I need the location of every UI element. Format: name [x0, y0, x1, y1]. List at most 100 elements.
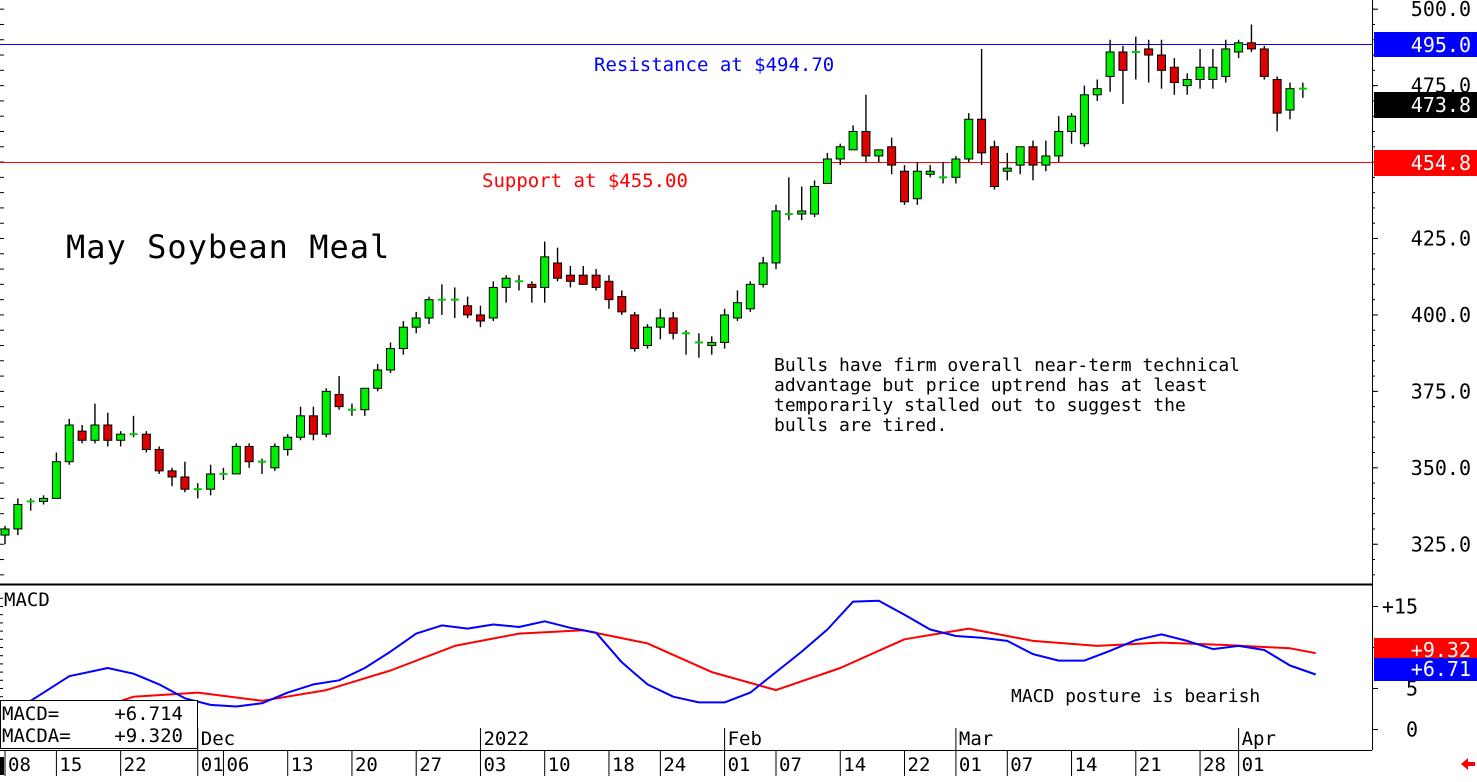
candle	[1285, 82, 1295, 120]
candle	[643, 324, 652, 349]
candle	[951, 155, 961, 184]
candle-body	[900, 170, 909, 203]
candle-body	[745, 283, 755, 310]
candle-body	[591, 274, 601, 288]
candle-body	[668, 317, 678, 334]
macd-readout-value: +6.714	[114, 703, 183, 725]
candle-body	[553, 262, 563, 279]
candle-body	[604, 280, 614, 301]
day-label: 01	[728, 754, 751, 776]
candle	[694, 333, 703, 358]
candle	[347, 403, 356, 416]
candle-body	[758, 262, 768, 285]
day-label: 01	[959, 754, 982, 776]
candle	[167, 467, 177, 487]
chart-title: May Soybean Meal	[66, 228, 390, 266]
candle	[206, 464, 216, 496]
resistance-label: Resistance at $494.70	[594, 54, 834, 76]
candle	[1041, 140, 1051, 172]
candle-body	[1182, 78, 1192, 87]
scroll-arrow-icon[interactable]	[1461, 758, 1475, 770]
candle	[810, 180, 820, 218]
candle	[450, 287, 459, 318]
macda-line	[68, 627, 1316, 720]
candle-body	[540, 256, 550, 288]
day-label: 21	[1139, 754, 1162, 776]
candle-body	[411, 317, 421, 328]
macd-annotation: MACD posture is bearish	[1011, 686, 1260, 707]
day-label: 03	[483, 754, 506, 776]
candle	[655, 308, 665, 340]
month-label: Feb	[728, 728, 762, 750]
candle	[1208, 48, 1218, 89]
candle-body	[771, 210, 781, 264]
candle	[784, 177, 793, 221]
day-label: 13	[291, 754, 314, 776]
scroll-left-marker[interactable]	[0, 757, 4, 775]
candle	[1079, 85, 1089, 147]
macda-value-tag	[1374, 638, 1477, 661]
day-label: 15	[59, 754, 82, 776]
candle	[912, 162, 922, 205]
day-label: 24	[663, 754, 686, 776]
candle	[565, 266, 575, 288]
candle	[193, 483, 202, 499]
candle-body	[797, 210, 807, 215]
candle	[771, 204, 781, 270]
candle-body	[1246, 42, 1256, 50]
candle-body	[373, 369, 383, 389]
candle	[26, 498, 35, 511]
macd-readout: MACD= +6.714 MACDA= +9.320	[2, 703, 183, 747]
candle-body	[1169, 66, 1179, 84]
day-label: 07	[1010, 754, 1033, 776]
candle	[373, 363, 383, 392]
candle-body	[321, 390, 331, 435]
candle	[321, 388, 331, 438]
left-minor-ticks	[0, 8, 4, 576]
candle-body	[64, 424, 74, 463]
candle-body	[231, 445, 241, 475]
candle-body	[1002, 167, 1012, 172]
candle-body	[1259, 48, 1269, 77]
candle-body	[527, 283, 537, 288]
candle-body	[475, 314, 485, 322]
candle	[386, 342, 395, 374]
candle	[283, 434, 293, 456]
candle	[77, 425, 87, 444]
candle	[925, 165, 935, 178]
candle	[1002, 152, 1012, 181]
candle	[1092, 79, 1102, 101]
candle-body	[90, 424, 100, 441]
candle	[732, 290, 742, 322]
candle	[630, 311, 640, 352]
candle-body	[1195, 66, 1205, 80]
candle-body	[874, 149, 884, 157]
candle	[1105, 39, 1115, 92]
last-price-tag-text: 473.8	[1411, 93, 1471, 117]
day-label: 08	[8, 754, 31, 776]
support-price-tag	[1374, 150, 1477, 176]
candle	[1028, 140, 1038, 181]
candle-body	[732, 302, 742, 319]
candle	[977, 48, 987, 166]
macd-tick-label: 0	[1406, 718, 1418, 742]
day-label: 14	[1075, 754, 1098, 776]
candle	[90, 403, 100, 444]
day-label: 22	[124, 754, 147, 776]
price-tick-label: 350.0	[1411, 456, 1471, 480]
candle-body	[296, 415, 306, 438]
candle-body	[501, 277, 511, 288]
candle	[989, 140, 999, 190]
candle	[231, 443, 241, 475]
time-axis: 08 15 22 01 06 13 20 27 03 10 18 24 01 07 14 22 01 07 14 21…	[4, 728, 1276, 776]
candle	[219, 467, 228, 481]
price-tick-label: 500.0	[1411, 0, 1471, 21]
candle-body	[1157, 54, 1166, 71]
macd-value-tag	[1374, 658, 1477, 681]
candle-body	[0, 528, 10, 536]
candle-body	[822, 158, 832, 184]
candle-body	[617, 296, 627, 313]
commentary: Bulls have firm overall near-term techni…	[774, 355, 1240, 436]
candle	[1118, 45, 1128, 104]
